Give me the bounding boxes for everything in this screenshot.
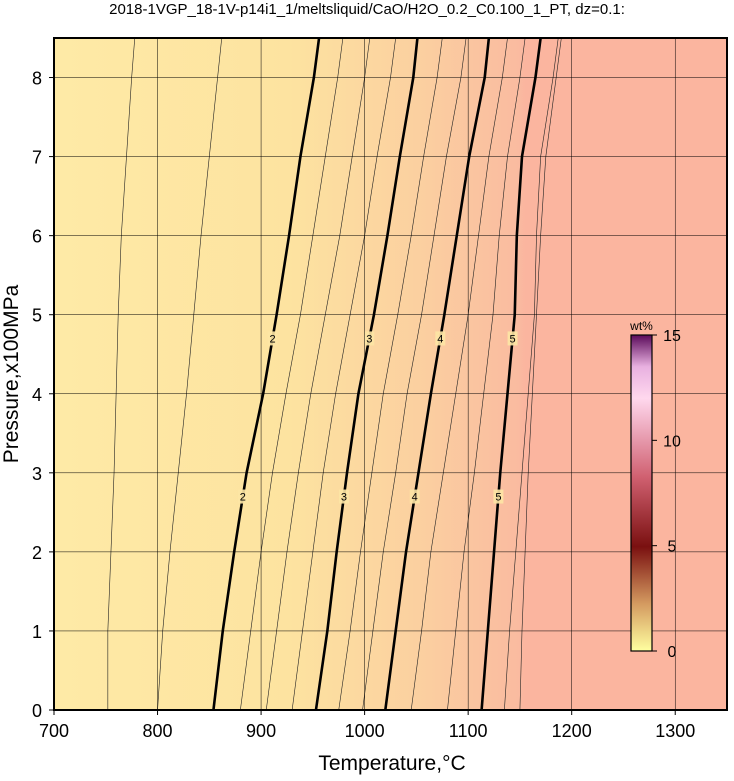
colorbar-label: wt% [629,319,653,333]
contour [480,37,542,711]
x-axis-label: Temperature,°C [318,752,465,775]
minor-contour [362,37,467,711]
minor-contour [504,37,559,711]
contour-label: 5 [510,333,516,345]
plot-frame [53,37,728,711]
contour-label: 3 [341,492,347,504]
contour-label-bg [507,331,518,346]
contour-label-bg [493,489,504,504]
plot-background [54,38,727,710]
x-tick-label: 700 [39,721,69,741]
y-tick-label: 8 [32,69,42,89]
contour [212,37,321,711]
minor-contour [291,37,396,711]
contour [314,37,419,711]
contour-label-bg [409,489,420,504]
colorbar-tick-label: 0 [668,644,677,661]
contour-label: 2 [270,333,276,345]
chart-title: 2018-1VGP_18-1V-p14i1_1/meltsliquid/CaO/… [109,1,625,18]
contour-label: 4 [437,333,443,345]
minor-contour [447,37,526,711]
colorbar [630,334,653,652]
minor-contour [107,37,136,710]
y-tick-label: 5 [32,306,42,326]
contour-label: 5 [495,492,501,504]
contour [384,37,491,711]
y-tick-label: 7 [32,148,42,168]
minor-contour [265,37,371,711]
y-tick-label: 2 [32,543,42,563]
contour-label-bg [237,489,248,504]
y-tick-label: 4 [32,385,42,405]
minor-contour [240,37,344,711]
contour-label: 3 [366,333,372,345]
contour-label: 2 [240,492,246,504]
minor-contour [157,37,223,711]
contour-label-bg [364,331,375,346]
contour-label-bg [338,489,349,504]
x-tick-label: 900 [246,721,276,741]
colorbar-tick-label: 15 [663,328,681,345]
colorbar-tick-label: 10 [663,433,681,450]
minor-contour [410,37,508,711]
x-tick-label: 800 [143,721,173,741]
x-tick-label: 1300 [655,721,695,741]
y-tick-label: 1 [32,622,42,642]
y-tick-label: 3 [32,464,42,484]
y-tick-label: 0 [32,701,42,721]
contour-label-bg [267,331,278,346]
minor-contour [338,37,443,711]
contour-label: 4 [412,492,418,504]
contour-label-bg [435,331,446,346]
y-axis-label: Pressure,x100MPa [0,284,23,463]
minor-contour [519,37,562,711]
x-tick-label: 1100 [449,721,488,741]
x-tick-label: 1000 [345,721,385,741]
x-tick-label: 1200 [552,721,592,741]
y-tick-label: 6 [32,227,42,247]
colorbar-tick-label: 5 [668,539,677,556]
